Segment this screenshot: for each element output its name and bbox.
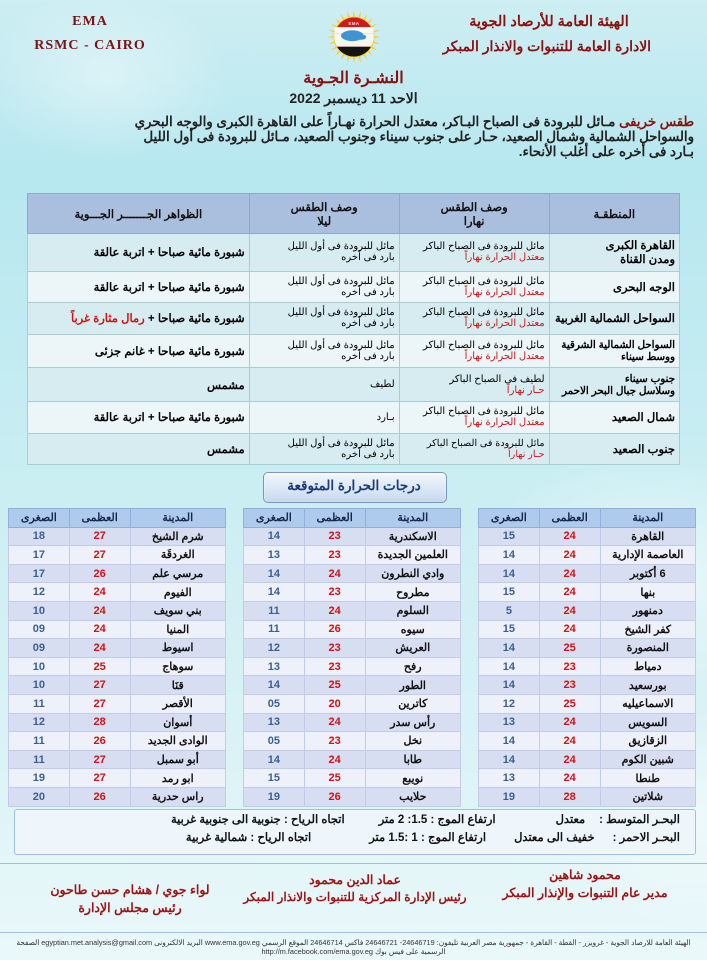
svg-text:EMA: EMA [348, 21, 359, 26]
